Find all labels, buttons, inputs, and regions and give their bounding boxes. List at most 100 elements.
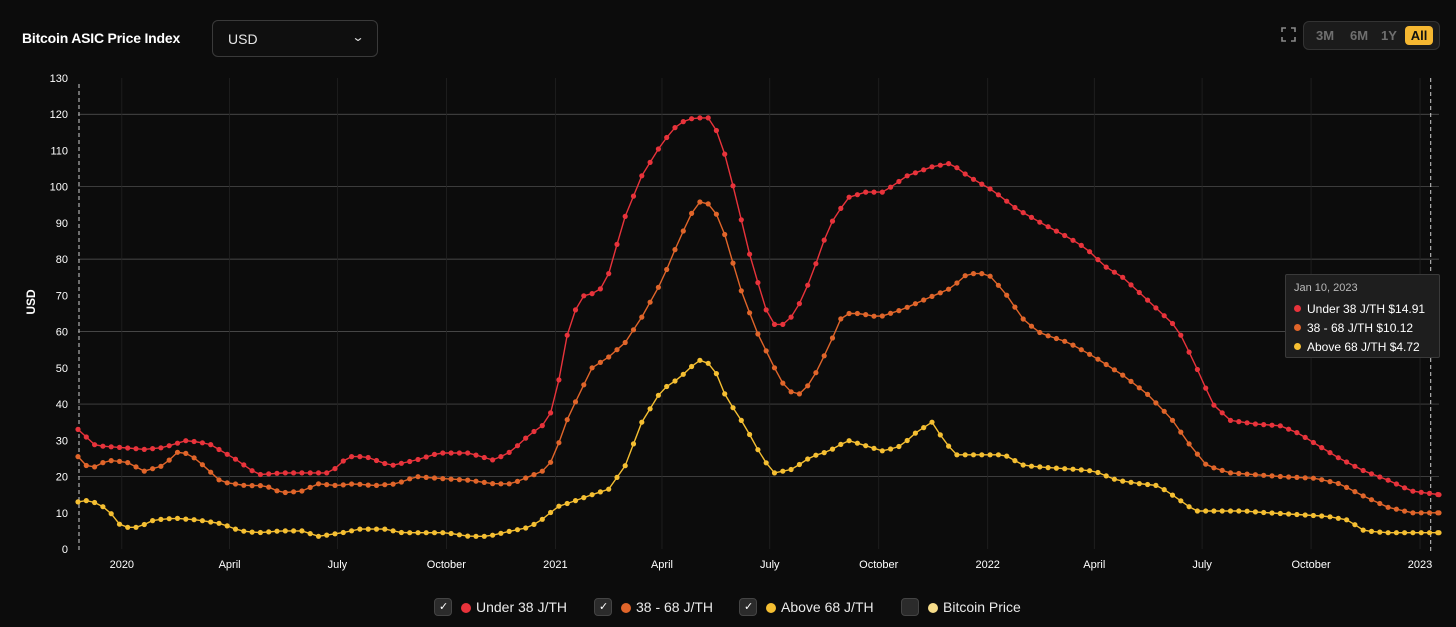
data-point <box>606 354 612 360</box>
data-point <box>539 423 545 429</box>
data-point <box>1012 204 1018 211</box>
mid-38-68-dot-icon <box>1294 324 1301 332</box>
data-point <box>1045 333 1051 339</box>
legend-checkbox-bitcoin-price[interactable] <box>901 598 919 616</box>
data-point <box>879 189 885 195</box>
data-point <box>771 365 778 371</box>
data-point <box>373 526 380 532</box>
data-point <box>946 443 952 449</box>
data-point <box>622 213 628 219</box>
data-point <box>1410 488 1416 494</box>
data-point <box>622 463 628 469</box>
x-tick-label: October <box>427 559 466 571</box>
data-point <box>572 307 579 313</box>
data-point <box>266 484 272 490</box>
data-point <box>1194 451 1200 457</box>
x-tick-label: July <box>760 559 780 571</box>
data-point <box>1327 450 1333 456</box>
data-point <box>75 454 81 460</box>
data-point <box>871 445 877 451</box>
data-point <box>373 482 380 488</box>
legend-checkbox-under-38[interactable]: ✓ <box>434 598 452 616</box>
data-point <box>829 218 836 224</box>
data-point <box>108 444 114 450</box>
checkmark-icon: ✓ <box>744 601 754 613</box>
data-point <box>324 532 330 538</box>
data-point <box>1070 466 1076 472</box>
data-point <box>1078 242 1084 248</box>
data-point <box>1319 513 1325 519</box>
fullscreen-icon[interactable] <box>1281 27 1296 42</box>
data-point <box>291 528 297 534</box>
data-point <box>539 516 545 522</box>
legend-checkbox-above-68[interactable]: ✓ <box>739 598 757 616</box>
data-point <box>274 470 280 476</box>
data-point <box>315 470 322 476</box>
data-point <box>1344 484 1350 490</box>
legend-checkbox-38-68[interactable]: ✓ <box>594 598 612 616</box>
range-button-all[interactable]: All <box>1405 26 1433 45</box>
data-point <box>871 189 877 195</box>
data-point <box>100 443 106 449</box>
data-point <box>390 528 396 534</box>
data-point <box>597 489 604 495</box>
data-point <box>1178 429 1184 435</box>
data-point <box>448 450 454 456</box>
x-tick-label: October <box>859 559 898 571</box>
data-point <box>912 301 919 307</box>
data-point <box>564 332 570 338</box>
data-point <box>614 241 620 247</box>
series-under-38-j-th <box>75 115 1442 498</box>
data-point <box>1103 361 1109 368</box>
data-point <box>912 170 919 176</box>
data-point <box>1426 490 1433 496</box>
data-point <box>1203 508 1209 514</box>
data-point <box>431 451 438 457</box>
data-point <box>655 392 662 398</box>
data-point <box>1385 504 1391 510</box>
data-point <box>75 499 81 505</box>
data-point <box>1053 335 1059 342</box>
above-68-dot-icon <box>766 603 776 613</box>
data-point <box>1277 473 1283 480</box>
data-point <box>1418 510 1424 516</box>
data-point <box>672 247 678 253</box>
currency-select[interactable]: USD ⌄ <box>212 20 378 57</box>
data-point <box>1136 289 1142 296</box>
data-point <box>1310 512 1316 519</box>
data-point <box>672 378 678 384</box>
data-point <box>1161 487 1167 493</box>
data-point <box>150 518 156 524</box>
data-point <box>257 471 263 478</box>
data-point <box>763 307 769 313</box>
data-point <box>705 201 711 207</box>
data-point <box>1053 465 1059 471</box>
range-button-3m[interactable]: 3M <box>1315 28 1335 43</box>
range-button-6m[interactable]: 6M <box>1349 28 1369 43</box>
data-point <box>755 447 761 453</box>
data-point <box>1269 473 1275 479</box>
data-point <box>183 450 189 456</box>
data-point <box>556 440 562 446</box>
data-point <box>274 488 280 494</box>
data-point <box>780 321 786 327</box>
data-point <box>216 446 222 453</box>
data-point <box>556 377 562 383</box>
data-point <box>315 481 322 487</box>
range-button-1y[interactable]: 1Y <box>1381 28 1397 43</box>
y-tick-label: 30 <box>56 435 68 447</box>
data-point <box>697 115 703 121</box>
data-point <box>1161 313 1167 319</box>
data-point <box>589 492 595 498</box>
data-point <box>722 391 728 397</box>
data-point <box>846 438 852 444</box>
data-point <box>1261 509 1267 516</box>
data-point <box>1436 530 1442 536</box>
data-point <box>1393 530 1399 536</box>
data-point <box>995 282 1002 288</box>
data-point <box>299 528 305 534</box>
data-point <box>415 530 421 536</box>
data-point <box>1286 511 1292 517</box>
data-point <box>166 457 172 463</box>
data-point <box>689 210 695 216</box>
